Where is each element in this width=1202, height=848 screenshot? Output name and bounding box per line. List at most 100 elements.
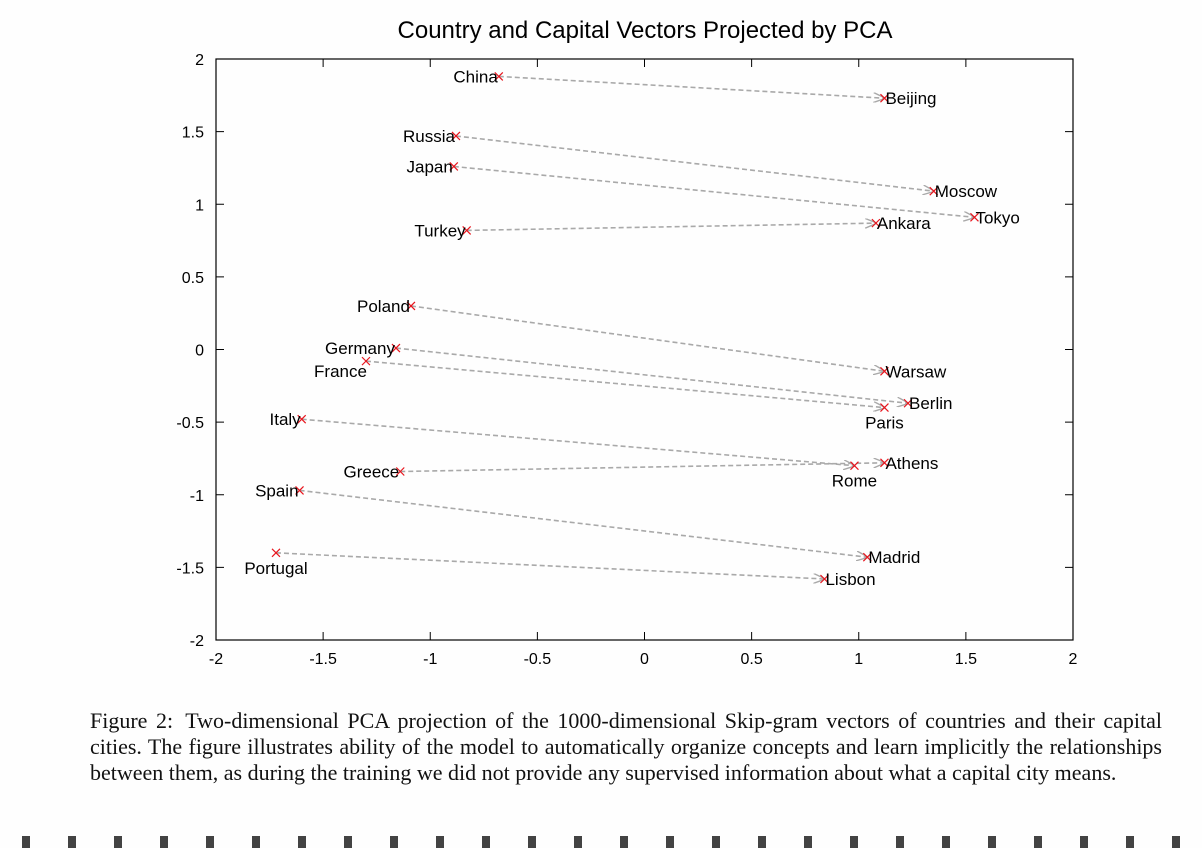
x-tick-label: 0.5 <box>741 651 763 668</box>
marker-greece <box>395 467 405 476</box>
marker-tokyo <box>970 212 979 222</box>
arrow-poland-to-warsaw <box>410 305 884 371</box>
point-label-china: China <box>453 67 498 86</box>
axis-ticks: -2 -1.5 -1 -0.5 0 0.5 1 1.5 2 2 1.5 1 0.5 0 -0.5 -1 -1.5… <box>176 52 1077 668</box>
marker-stroke <box>862 552 872 562</box>
marker-stroke <box>970 212 979 222</box>
point-label-poland: Poland <box>357 297 410 316</box>
point-label-russia: Russia <box>403 127 456 146</box>
x-tick-label: 2 <box>1069 651 1078 668</box>
point-label-layer: China Beijing Russia Moscow Japan Tokyo Turkey… <box>244 67 1020 589</box>
marker-stroke <box>395 467 405 476</box>
point-label-paris: Paris <box>865 414 904 433</box>
marker-stroke <box>880 366 889 376</box>
marker-stroke <box>271 548 281 558</box>
point-label-athens: Athens <box>885 454 938 473</box>
figure-caption: Figure 2: Two-dimensional PCA projection… <box>90 708 1162 786</box>
y-tick-label: 1 <box>195 197 204 214</box>
marker-stroke <box>462 225 472 235</box>
marker-russia <box>451 131 461 141</box>
marker-lisbon <box>820 574 829 584</box>
point-label-greece: Greece <box>344 463 400 482</box>
y-tick-label: -1.5 <box>176 560 204 577</box>
point-label-italy: Italy <box>270 410 302 429</box>
x-tick-label: -2 <box>209 651 223 668</box>
point-label-moscow: Moscow <box>935 182 998 201</box>
x-tick-label: -1.5 <box>309 651 337 668</box>
marker-stroke <box>850 461 859 471</box>
point-label-warsaw: Warsaw <box>885 362 946 381</box>
marker-stroke <box>391 343 401 353</box>
point-label-beijing: Beijing <box>885 89 936 108</box>
point-label-germany: Germany <box>325 339 395 358</box>
point-label-rome: Rome <box>832 472 877 491</box>
marker-stroke <box>494 72 504 81</box>
arrow-russia-to-moscow <box>455 135 934 191</box>
marker-moscow <box>929 186 939 196</box>
marker-stroke <box>903 398 913 408</box>
cropped-text-line <box>0 836 1202 848</box>
marker-stroke <box>361 356 371 366</box>
arrow-portugal-to-lisbon <box>275 552 824 579</box>
marker-warsaw <box>880 366 889 376</box>
marker-stroke <box>929 186 939 196</box>
marker-spain <box>295 485 304 495</box>
marker-poland <box>406 301 416 311</box>
point-label-ankara: Ankara <box>877 214 931 233</box>
y-tick-label: -2 <box>190 633 204 650</box>
marker-france <box>361 356 371 366</box>
x-tick-label: -1 <box>423 651 437 668</box>
marker-china <box>494 72 504 81</box>
marker-paris <box>880 403 889 413</box>
caption-label: Figure 2: <box>90 708 174 733</box>
marker-germany <box>391 343 401 353</box>
point-label-turkey: Turkey <box>414 221 466 240</box>
marker-portugal <box>271 548 281 558</box>
marker-beijing <box>880 93 889 103</box>
point-label-spain: Spain <box>255 481 298 500</box>
pca-scatter-chart: Country and Capital Vectors Projected by… <box>176 17 1077 668</box>
caption-text: Two-dimensional PCA projection of the 10… <box>90 708 1162 785</box>
y-tick-label: 1.5 <box>182 125 204 142</box>
point-label-tokyo: Tokyo <box>975 208 1019 227</box>
marker-stroke <box>880 403 889 413</box>
marker-madrid <box>862 552 872 562</box>
point-label-portugal: Portugal <box>244 559 307 578</box>
arrow-italy-to-rome <box>301 418 855 465</box>
y-tick-label: 0.5 <box>182 270 204 287</box>
arrow-china-to-beijing <box>498 75 885 98</box>
marker-stroke <box>295 485 304 495</box>
marker-stroke <box>820 574 829 584</box>
point-label-france: France <box>314 362 367 381</box>
y-tick-label: -0.5 <box>176 415 204 432</box>
point-label-japan: Japan <box>406 157 452 176</box>
x-tick-label: 0 <box>640 651 649 668</box>
arrow-layer <box>275 75 975 579</box>
marker-stroke <box>297 414 307 424</box>
marker-berlin <box>903 398 913 408</box>
point-label-madrid: Madrid <box>868 548 920 567</box>
arrow-japan-to-tokyo <box>453 165 975 217</box>
arrow-greece-to-athens <box>400 463 884 473</box>
marker-layer <box>271 72 979 584</box>
marker-italy <box>297 414 307 424</box>
x-tick-label: 1.5 <box>955 651 977 668</box>
arrow-france-to-paris <box>365 360 884 407</box>
point-label-berlin: Berlin <box>909 394 952 413</box>
marker-japan <box>449 162 459 171</box>
marker-stroke <box>449 162 459 171</box>
arrow-spain-to-madrid <box>299 489 868 557</box>
marker-stroke <box>880 458 889 468</box>
y-tick-label: -1 <box>190 488 204 505</box>
x-tick-label: 1 <box>854 651 863 668</box>
arrow-turkey-to-ankara <box>466 223 876 232</box>
chart-title: Country and Capital Vectors Projected by… <box>398 17 893 44</box>
marker-stroke <box>451 131 461 141</box>
marker-stroke <box>871 218 881 228</box>
marker-stroke <box>880 93 889 103</box>
arrow-germany-to-berlin <box>395 347 908 403</box>
marker-ankara <box>871 218 881 228</box>
x-tick-label: -0.5 <box>524 651 552 668</box>
y-tick-label: 0 <box>195 343 204 360</box>
